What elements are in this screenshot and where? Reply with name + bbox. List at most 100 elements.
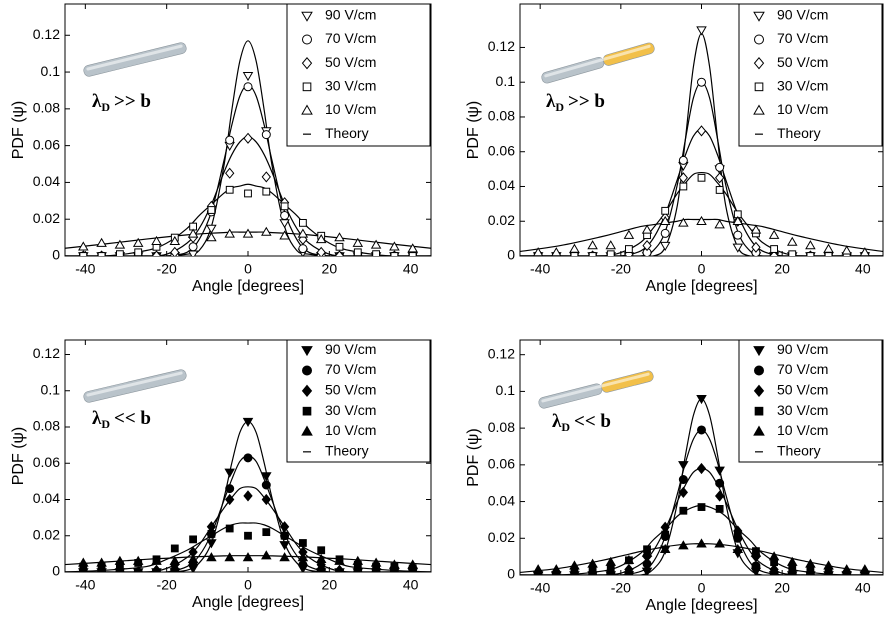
legend-label: 30 V/cm	[777, 78, 828, 94]
y-tick-label: 0.12	[33, 345, 60, 361]
marker	[533, 247, 544, 256]
y-tick-label: 0.12	[33, 26, 60, 42]
marker	[679, 182, 688, 191]
y-tick-label: 0.02	[33, 210, 60, 226]
marker	[715, 162, 725, 172]
x-tick-label: -40	[530, 261, 550, 277]
y-tick-label: 0.06	[33, 136, 60, 152]
marker	[301, 346, 313, 357]
marker	[315, 234, 327, 244]
marker	[605, 556, 617, 566]
y-axis-label: PDF (ψ)	[10, 427, 27, 486]
x-tick-label: -20	[157, 577, 177, 593]
marker	[714, 490, 725, 502]
marker	[696, 215, 707, 225]
annotation: λD >> b	[92, 91, 151, 113]
marker	[805, 558, 816, 568]
marker	[316, 559, 326, 571]
marker	[570, 252, 579, 256]
marker	[623, 229, 635, 239]
y-tick-label: 0	[507, 566, 515, 582]
rod-highlight	[541, 372, 650, 403]
legend-label: 50 V/cm	[325, 54, 376, 70]
marker	[299, 218, 307, 227]
marker	[262, 528, 271, 537]
marker	[317, 546, 326, 555]
legend-label: 90 V/cm	[777, 341, 828, 357]
y-tick-label: 0.1	[496, 382, 516, 398]
marker	[302, 365, 312, 376]
plot-area: λD << b	[520, 370, 883, 575]
x-tick-label: 40	[403, 577, 419, 593]
x-tick-label: 0	[698, 580, 706, 596]
legend-label: 90 V/cm	[325, 7, 376, 23]
marker	[302, 406, 312, 416]
marker	[824, 569, 833, 575]
marker	[754, 365, 764, 376]
marker	[678, 217, 689, 227]
marker	[206, 224, 217, 234]
y-tick-label: 0.02	[33, 526, 60, 542]
y-tick-label: 0.1	[496, 73, 516, 89]
marker	[243, 453, 253, 463]
rod	[83, 369, 187, 403]
marker	[641, 224, 653, 234]
marker	[679, 506, 688, 515]
rod-highlight	[86, 371, 183, 397]
marker	[841, 564, 852, 574]
marker	[244, 531, 252, 540]
annotation-relation: << b	[574, 411, 611, 432]
marker	[243, 490, 253, 502]
y-axis-label: PDF (ψ)	[465, 428, 482, 487]
marker	[279, 230, 290, 240]
y-axis-label: PDF (ψ)	[465, 101, 482, 160]
legend-label: 10 V/cm	[777, 422, 828, 438]
marker	[588, 567, 597, 575]
marker	[624, 563, 634, 575]
marker	[570, 569, 579, 575]
legend-label: 10 V/cm	[777, 101, 828, 117]
marker	[299, 539, 307, 547]
y-tick-label: 0.08	[33, 418, 60, 434]
marker	[96, 557, 107, 567]
marker	[225, 493, 235, 506]
marker	[261, 226, 272, 236]
marker	[280, 202, 289, 211]
x-tick-label: -40	[75, 261, 95, 277]
legend-label: 30 V/cm	[325, 402, 376, 418]
x-tick-label: 20	[322, 577, 338, 593]
legend-label: 10 V/cm	[325, 422, 376, 438]
panel: 0 0.02 0.04 0.06 0.08 0.1 0.12 -40 -20 0 20 40 Angle…	[465, 3, 884, 295]
marker	[806, 567, 815, 575]
legend-label: 70 V/cm	[325, 30, 376, 46]
marker	[751, 241, 761, 253]
rod	[538, 370, 654, 409]
marker	[189, 535, 197, 544]
marker	[696, 462, 707, 475]
marker	[116, 250, 124, 256]
marker	[242, 72, 254, 82]
x-tick-label: 0	[698, 261, 706, 277]
legend-box	[738, 3, 883, 147]
marker	[370, 557, 382, 567]
panel: 0 0.02 0.04 0.06 0.08 0.1 0.12 -40 -20 0 20 40 Angle…	[10, 3, 432, 295]
marker	[714, 538, 725, 548]
marker	[302, 82, 312, 92]
annotation-symbol: λ	[546, 91, 556, 112]
legend-label: 30 V/cm	[325, 78, 376, 94]
marker	[115, 566, 125, 572]
marker	[225, 185, 234, 194]
marker	[696, 26, 707, 36]
marker	[588, 252, 597, 256]
marker	[280, 531, 289, 540]
marker	[642, 239, 652, 252]
marker	[261, 550, 272, 560]
marker	[133, 566, 143, 572]
y-tick-label: 0.08	[488, 419, 515, 435]
marker	[806, 252, 815, 256]
annotation-symbol: λ	[92, 408, 102, 429]
legend: 90 V/cm 70 V/cm 50 V/cm 30 V/cm 10 V/cm Theor…	[738, 3, 883, 147]
legend-label: Theory	[325, 443, 369, 459]
marker	[750, 547, 762, 557]
